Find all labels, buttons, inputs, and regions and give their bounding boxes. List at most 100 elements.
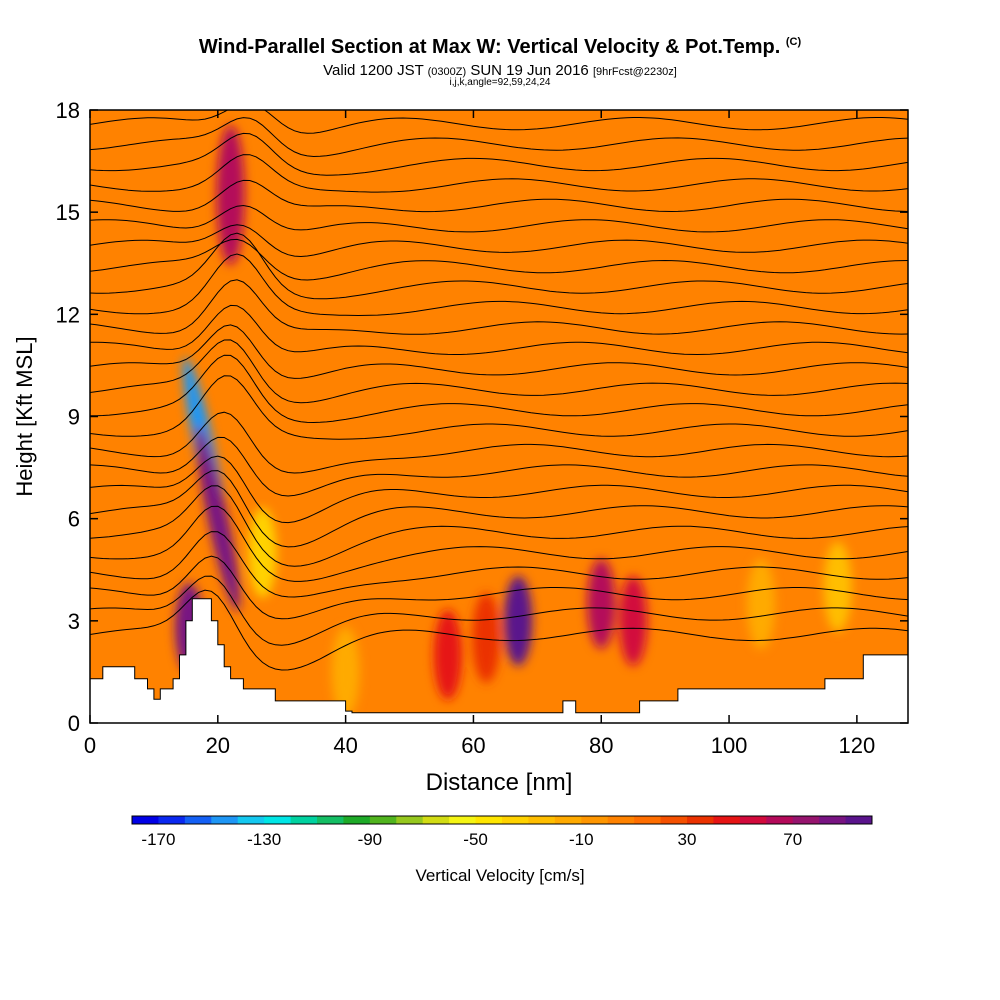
colorbar-tick-label: 30 xyxy=(678,830,697,849)
x-tick-label: 40 xyxy=(333,733,357,758)
colorbar-tick-label: -130 xyxy=(247,830,281,849)
colorbar-tick-label: -170 xyxy=(141,830,175,849)
colorbar-label: Vertical Velocity [cm/s] xyxy=(415,866,584,885)
axes: 0 20 40 60 80 100 120 0 3 6 9 12 15 18 Distance [nm] He… xyxy=(12,98,908,796)
isentrope-line xyxy=(90,179,908,213)
vv-blobs xyxy=(175,125,852,717)
isentrope-line xyxy=(90,132,908,176)
colorbar-swatch xyxy=(607,816,635,824)
isentrope-line xyxy=(90,354,908,424)
colorbar-swatch xyxy=(766,816,794,824)
colorbar-swatch xyxy=(475,816,503,824)
colorbar-swatch xyxy=(211,816,239,824)
forecast-info: [9hrFcst@2230z] xyxy=(592,66,677,78)
colorbar-swatch xyxy=(792,816,820,824)
isentrope-line xyxy=(90,375,908,440)
valid-date: SUN 19 Jun 2016 xyxy=(470,62,589,79)
vv-feature xyxy=(216,125,245,266)
y-tick-label: 3 xyxy=(68,609,80,634)
isentrope-line xyxy=(90,238,908,281)
isentrope-line xyxy=(90,455,908,524)
isentrope-line xyxy=(90,154,908,193)
colorbar-swatch xyxy=(369,816,397,824)
isentrope-line xyxy=(90,436,908,497)
isentrope-line xyxy=(90,117,908,158)
y-tick-label: 15 xyxy=(56,200,80,225)
isentrope-line xyxy=(90,204,908,233)
colorbar-swatch xyxy=(581,816,609,824)
colorbar-border xyxy=(131,815,873,825)
colorbar-swatch xyxy=(317,816,344,824)
colorbar-swatch xyxy=(264,816,292,824)
colorbar-tick-label: 70 xyxy=(783,830,802,849)
y-tick-label: 18 xyxy=(56,98,80,123)
colorbar-swatch xyxy=(290,816,318,824)
terrain xyxy=(90,598,908,723)
isentrope-line xyxy=(90,531,908,598)
colorbar-swatch xyxy=(687,816,714,824)
colorbar-swatch xyxy=(660,816,688,824)
colorbar-swatch xyxy=(528,816,556,824)
x-axis-label: Distance [nm] xyxy=(426,769,573,796)
valid-utc: (0300Z) xyxy=(427,66,467,78)
isentrope-line xyxy=(90,505,908,582)
vertical-velocity-field xyxy=(175,125,852,717)
vv-feature xyxy=(433,609,462,700)
y-axis-label: Height [Kft MSL] xyxy=(12,336,37,496)
y-tick-label: 9 xyxy=(68,405,80,430)
isentrope-line xyxy=(90,279,908,335)
vv-feature xyxy=(195,425,240,612)
colorbar-swatch xyxy=(634,816,662,824)
isentrope-line xyxy=(90,555,908,620)
chart-title: Wind-Parallel Section at Max W: Vertical… xyxy=(198,36,802,58)
vv-feature xyxy=(619,575,648,666)
isentrope-line xyxy=(90,232,908,300)
colorbar-swatch xyxy=(184,816,212,824)
isentrope-line xyxy=(90,324,908,379)
colorbar-tick-label: -10 xyxy=(569,830,594,849)
vv-feature xyxy=(587,558,616,649)
y-tick-label: 0 xyxy=(68,711,80,736)
isentrope-line xyxy=(90,485,908,567)
terrain-profile xyxy=(90,598,908,723)
colorbar-swatch xyxy=(422,816,450,824)
isentrope-contours xyxy=(90,110,908,671)
colorbar-swatch xyxy=(237,816,265,824)
x-tick-label: 120 xyxy=(839,733,876,758)
grid-indices: i,j,k,angle=92,59,24,24 xyxy=(449,77,551,88)
x-tick-label: 0 xyxy=(84,733,96,758)
copyright-mark: (C) xyxy=(785,36,802,48)
colorbar-swatch xyxy=(845,816,873,824)
colorbar-tick-label: -50 xyxy=(463,830,488,849)
isentrope-line xyxy=(90,224,908,258)
colorbar-swatch xyxy=(713,816,741,824)
isentrope-line xyxy=(90,411,908,474)
y-tick-label: 6 xyxy=(68,507,80,532)
vv-feature xyxy=(747,558,776,649)
colorbar-swatch xyxy=(819,816,847,824)
x-tick-label: 100 xyxy=(711,733,748,758)
isentrope-line xyxy=(90,589,908,671)
vv-feature xyxy=(472,592,501,683)
vv-feature xyxy=(504,575,533,666)
colorbar-swatch xyxy=(502,816,529,824)
isentrope-line xyxy=(90,339,908,404)
vv-feature xyxy=(248,507,277,598)
isentrope-line xyxy=(90,575,908,646)
valid-time: Valid 1200 JST xyxy=(323,62,424,79)
isentrope-line xyxy=(90,304,908,356)
x-tick-label: 60 xyxy=(461,733,485,758)
colorbar-swatch xyxy=(554,816,582,824)
x-tick-label: 80 xyxy=(589,733,613,758)
isentrope-line xyxy=(90,253,908,317)
isentrope-line xyxy=(90,470,908,548)
colorbar-swatch xyxy=(343,816,371,824)
colorbar-tick-label: -90 xyxy=(358,830,383,849)
colorbar-swatch xyxy=(449,816,477,824)
vv-feature xyxy=(823,541,852,632)
colorbar-swatch xyxy=(158,816,186,824)
chart-subtitle: Valid 1200 JST (0300Z) SUN 19 Jun 2016 [… xyxy=(0,62,1000,79)
x-tick-label: 20 xyxy=(206,733,230,758)
colorbar-swatch xyxy=(396,816,424,824)
